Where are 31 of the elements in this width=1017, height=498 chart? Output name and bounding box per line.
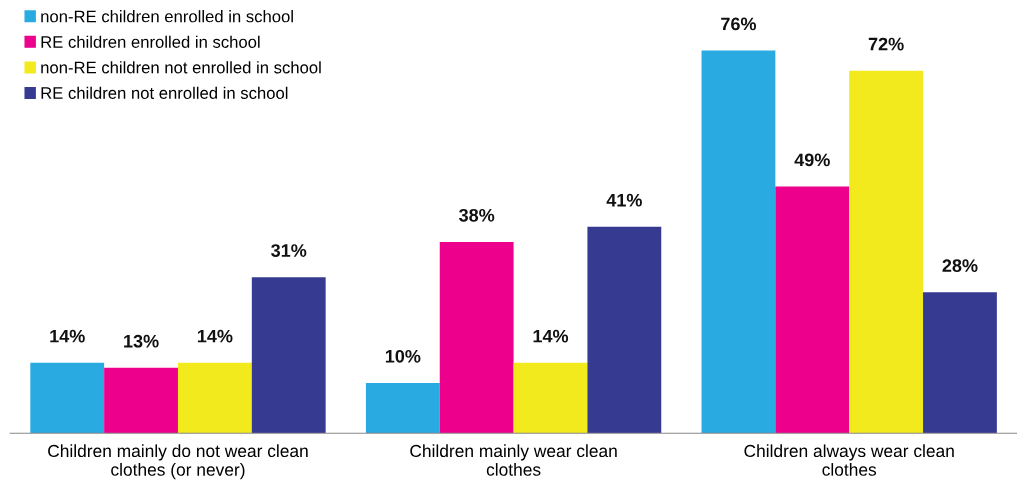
bar bbox=[923, 292, 997, 434]
bar bbox=[849, 70, 924, 434]
bar bbox=[439, 241, 514, 434]
data-label: 41% bbox=[606, 193, 642, 207]
data-label: 10% bbox=[385, 349, 421, 363]
bar bbox=[177, 362, 252, 434]
bar bbox=[587, 226, 662, 434]
bar bbox=[30, 362, 105, 434]
data-label: 14% bbox=[197, 329, 233, 343]
legend-label: RE children not enrolled in school bbox=[41, 86, 288, 99]
data-label: 13% bbox=[124, 334, 159, 348]
legend-label: non-RE children not enrolled in school bbox=[41, 61, 321, 74]
x-tick-label: Children always wear clean clothes bbox=[744, 444, 954, 476]
legend-label: non-RE children enrolled in school bbox=[41, 10, 293, 23]
bar bbox=[701, 50, 776, 434]
x-tick-label: Children mainly wear clean clothes bbox=[410, 444, 617, 476]
legend-label: RE children enrolled in school bbox=[41, 35, 260, 48]
x-tick-label: Children mainly do not wear clean clothes (or never) bbox=[48, 444, 308, 480]
bar bbox=[104, 367, 178, 434]
data-label: 38% bbox=[459, 208, 495, 222]
data-label: 49% bbox=[794, 153, 830, 167]
data-label: 76% bbox=[721, 17, 757, 31]
bar bbox=[775, 186, 850, 434]
data-label: 28% bbox=[942, 259, 978, 273]
bar bbox=[251, 277, 326, 434]
bar bbox=[365, 382, 440, 434]
data-label: 14% bbox=[50, 329, 85, 343]
data-label: 14% bbox=[533, 329, 569, 343]
data-label: 72% bbox=[868, 37, 904, 51]
data-label: 31% bbox=[271, 244, 307, 257]
bar bbox=[513, 362, 588, 434]
